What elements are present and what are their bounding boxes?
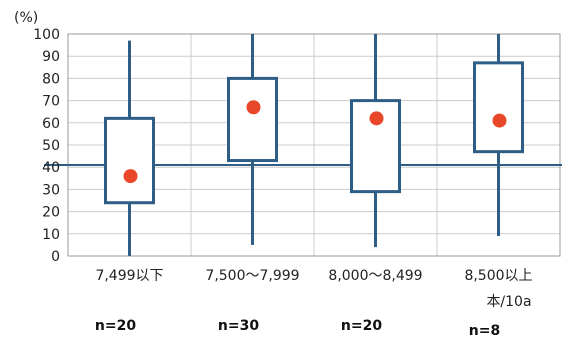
- plot-frame: [67, 33, 561, 257]
- category-label: 7,500〜7,999: [205, 268, 299, 284]
- sample-size-label: n=30: [218, 318, 259, 334]
- category-label: 8,000〜8,499: [328, 268, 422, 284]
- mean-marker: [123, 169, 138, 184]
- y-tick-label: 70: [42, 94, 60, 110]
- mean-marker: [492, 113, 507, 128]
- x-unit-label: 本/10a: [486, 294, 531, 310]
- sample-size-label: n=8: [469, 323, 500, 339]
- y-tick-label: 20: [42, 205, 60, 221]
- y-tick-label: 80: [42, 71, 60, 87]
- mean-marker: [246, 100, 261, 115]
- y-tick-label: 40: [42, 160, 60, 176]
- box-layer: [104, 34, 524, 256]
- y-tick-label: 60: [42, 116, 60, 132]
- iqr-box: [104, 116, 155, 205]
- category-label: 7,499以下: [95, 268, 163, 284]
- y-tick-label: 30: [42, 182, 60, 198]
- y-tick-label: 90: [42, 49, 60, 65]
- iqr-box: [473, 61, 524, 154]
- mean-marker: [369, 111, 384, 126]
- y-tick-label: 50: [42, 138, 60, 154]
- y-tick-label: 0: [51, 249, 60, 265]
- y-unit-label: (%): [14, 10, 38, 26]
- sample-size-label: n=20: [341, 318, 382, 334]
- label-layer: (%) 本/10a 0 10 20 30 40 50 60 70 80 90 100 7,499以下 n…: [14, 10, 533, 339]
- y-tick-label: 100: [33, 27, 60, 43]
- y-tick-label: 10: [42, 227, 60, 243]
- iqr-box: [227, 76, 278, 163]
- sample-size-label: n=20: [95, 318, 136, 334]
- category-label: 8,500以上: [464, 268, 532, 284]
